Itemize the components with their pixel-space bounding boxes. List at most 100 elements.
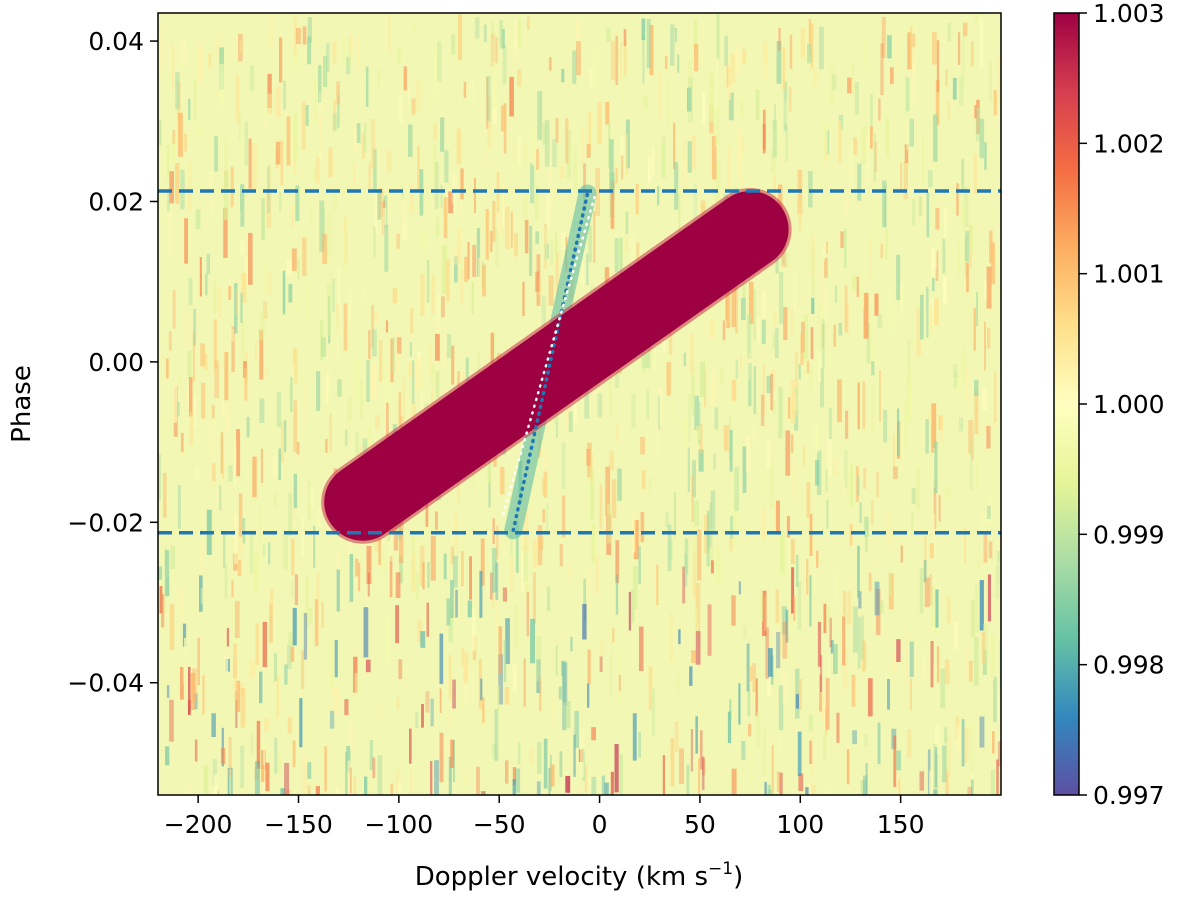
noise-streak <box>239 40 243 53</box>
noise-streak <box>827 655 830 677</box>
noise-streak <box>816 550 819 568</box>
noise-streak <box>224 565 228 599</box>
noise-streak <box>273 653 278 682</box>
noise-streak <box>844 450 848 489</box>
noise-streak <box>929 770 934 795</box>
noise-streak <box>741 297 746 320</box>
noise-streak <box>748 353 751 380</box>
noise-streak <box>615 540 619 583</box>
noise-streak <box>812 70 818 87</box>
noise-streak <box>524 219 529 254</box>
noise-streak <box>344 699 349 716</box>
noise-streak <box>463 652 469 684</box>
noise-streak <box>888 286 891 325</box>
noise-streak <box>452 679 456 709</box>
noise-streak <box>699 423 703 454</box>
noise-streak <box>645 336 651 369</box>
noise-streak <box>515 520 519 573</box>
noise-streak <box>232 659 238 701</box>
noise-streak <box>614 238 619 273</box>
noise-streak <box>219 64 225 108</box>
noise-streak <box>224 138 228 186</box>
noise-streak <box>773 311 777 327</box>
noise-streak <box>224 655 228 673</box>
noise-streak <box>161 594 165 628</box>
colorbar-tick-label: 1.000 <box>1093 390 1165 419</box>
noise-streak <box>224 352 229 401</box>
noise-streak <box>498 654 503 705</box>
noise-streak <box>230 329 235 342</box>
noise-streak <box>782 671 787 705</box>
noise-streak <box>307 480 311 520</box>
noise-streak <box>375 415 380 429</box>
noise-streak <box>169 171 174 204</box>
noise-streak <box>994 59 997 75</box>
noise-streak <box>933 114 938 162</box>
noise-streak <box>368 426 372 461</box>
noise-streak <box>264 718 269 732</box>
noise-streak <box>639 626 644 671</box>
noise-streak <box>618 48 623 63</box>
noise-streak <box>399 556 403 584</box>
noise-streak <box>792 458 797 499</box>
noise-streak <box>795 668 800 719</box>
noise-streak <box>286 789 291 795</box>
noise-streak <box>999 267 1001 314</box>
noise-streak <box>644 27 647 51</box>
noise-streak <box>698 758 701 795</box>
noise-streak <box>825 706 828 736</box>
noise-streak <box>808 171 813 208</box>
noise-streak <box>762 363 765 415</box>
noise-streak <box>925 419 929 454</box>
noise-streak <box>893 735 897 787</box>
noise-streak <box>238 109 241 142</box>
noise-streak <box>710 490 716 533</box>
noise-streak <box>607 503 613 544</box>
noise-streak <box>372 757 376 779</box>
noise-streak <box>900 429 905 470</box>
noise-streak <box>742 49 747 64</box>
noise-streak <box>791 567 795 614</box>
noise-streak <box>266 192 272 228</box>
noise-streak <box>606 766 611 788</box>
noise-streak <box>206 253 210 275</box>
noise-streak <box>806 482 811 519</box>
noise-streak <box>966 262 969 293</box>
noise-streak <box>572 50 577 84</box>
y-tick-label: 0.02 <box>88 187 144 216</box>
noise-streak <box>979 118 985 159</box>
noise-streak <box>329 272 332 288</box>
noise-streak <box>552 139 557 167</box>
noise-streak <box>892 434 895 471</box>
noise-streak <box>587 683 590 708</box>
noise-streak <box>346 746 351 773</box>
noise-streak <box>782 621 788 659</box>
noise-streak <box>996 759 999 795</box>
noise-streak <box>867 678 873 717</box>
noise-streak <box>942 238 946 274</box>
noise-streak <box>195 209 201 229</box>
noise-streak <box>504 206 510 250</box>
noise-streak <box>693 609 699 639</box>
noise-streak <box>434 511 438 530</box>
noise-streak <box>447 713 452 727</box>
noise-streak <box>752 663 756 693</box>
noise-streak <box>983 321 986 371</box>
noise-streak <box>615 422 619 442</box>
noise-streak <box>794 411 799 431</box>
noise-streak <box>425 691 430 713</box>
noise-streak <box>565 118 569 164</box>
noise-streak <box>467 241 470 280</box>
noise-streak <box>291 248 297 271</box>
noise-streak <box>476 228 481 277</box>
noise-streak <box>448 191 454 214</box>
noise-streak <box>606 28 611 42</box>
noise-streak <box>935 250 939 281</box>
noise-streak <box>170 545 176 569</box>
noise-streak <box>731 595 736 626</box>
noise-streak <box>486 146 489 174</box>
noise-streak <box>666 362 671 396</box>
noise-streak <box>467 600 472 618</box>
noise-streak <box>742 625 747 639</box>
noise-streak <box>824 286 828 322</box>
